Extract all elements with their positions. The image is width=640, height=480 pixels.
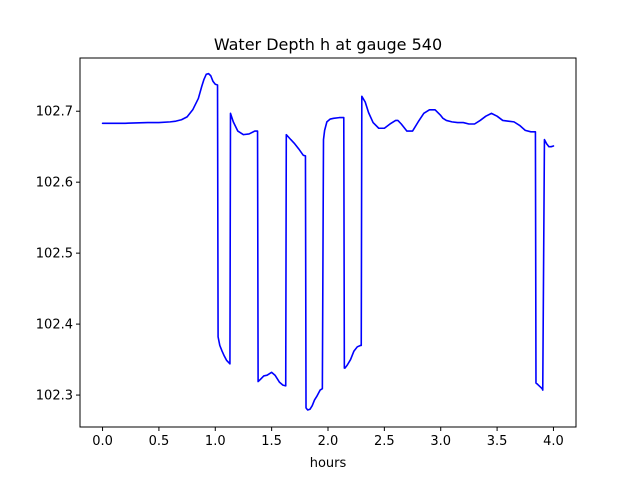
x-tick-label: 1.5 (261, 434, 282, 449)
y-tick-label: 102.5 (36, 247, 73, 262)
y-tick-label: 102.3 (36, 389, 73, 404)
x-tick-label: 2.0 (318, 434, 339, 449)
x-tick-label: 1.0 (205, 434, 226, 449)
series-line-1 (101, 72, 555, 411)
y-tick-label: 102.7 (36, 105, 73, 120)
x-tick-label: 4.0 (543, 434, 564, 449)
y-tick-label: 102.6 (36, 176, 73, 191)
x-axis-label: hours (310, 456, 347, 471)
x-tick-label: 3.0 (430, 434, 451, 449)
y-axis-ticks: 102.3 102.4 102.5 102.6 102.7 (36, 105, 80, 404)
x-tick-label: 0.0 (92, 434, 113, 449)
series-layer (101, 72, 555, 411)
axes-frame (79, 57, 577, 428)
x-tick-label: 0.5 (149, 434, 170, 449)
chart-title: Water Depth h at gauge 540 (214, 35, 442, 54)
x-tick-label: 2.5 (374, 434, 395, 449)
y-tick-label: 102.4 (36, 318, 73, 333)
x-axis-ticks: 0.0 0.5 1.0 1.5 2.0 2.5 3.0 3.5 4.0 (92, 427, 564, 449)
x-tick-label: 3.5 (487, 434, 508, 449)
plot-area (79, 57, 577, 428)
